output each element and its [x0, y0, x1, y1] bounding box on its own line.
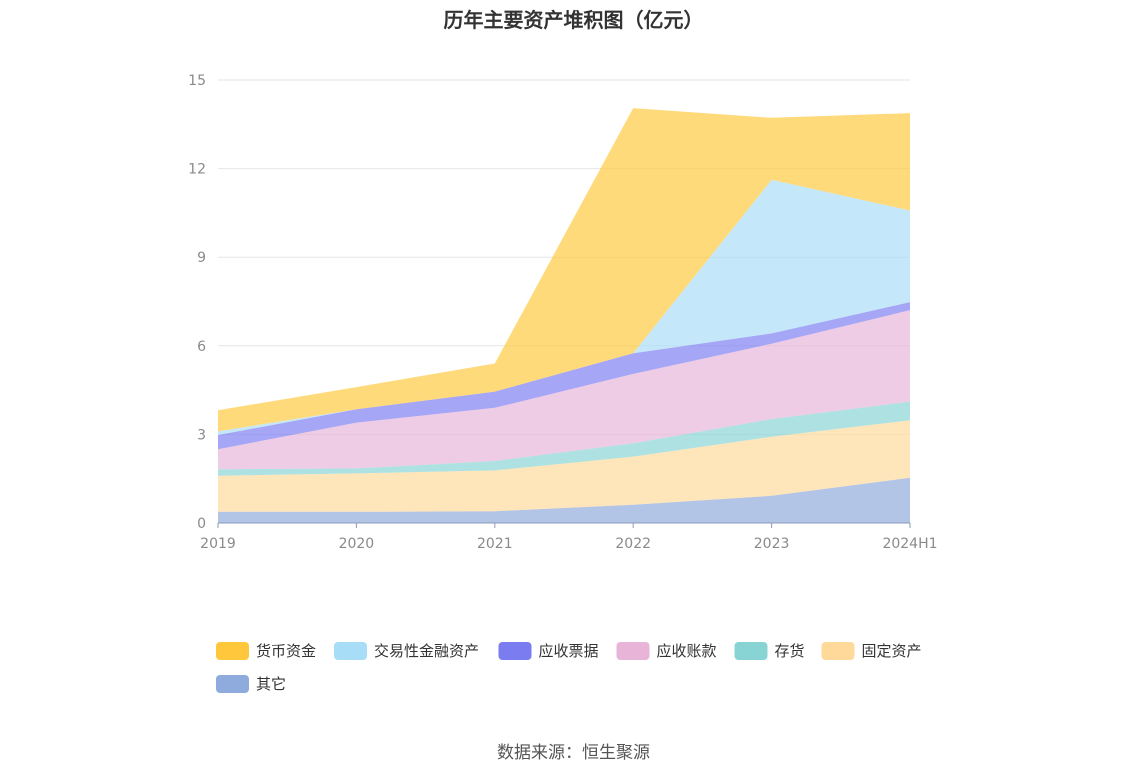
area-series[interactable] [218, 108, 910, 432]
legend-item[interactable]: 应收账款 [616, 642, 717, 660]
legend-swatch [216, 675, 249, 693]
x-tick-label: 2020 [339, 536, 375, 552]
chart-title: 历年主要资产堆积图（亿元） [443, 8, 704, 32]
x-tick-label: 2021 [477, 536, 513, 552]
x-tick-label: 2024H1 [882, 536, 937, 552]
legend-swatch [734, 642, 768, 660]
legend-label: 固定资产 [862, 642, 922, 660]
legend-label: 存货 [775, 642, 805, 660]
legend-label: 应收账款 [657, 642, 717, 660]
x-tick-label: 2023 [754, 536, 790, 552]
area-series[interactable] [218, 310, 910, 470]
y-tick-label: 3 [197, 427, 206, 443]
legend-item[interactable]: 货币资金 [216, 642, 316, 660]
area-series[interactable] [218, 302, 910, 450]
y-tick-label: 12 [188, 162, 206, 178]
legend-item[interactable]: 存货 [734, 642, 805, 660]
area-series[interactable] [218, 420, 910, 512]
area-series[interactable] [218, 179, 910, 435]
legend-label: 交易性金融资产 [374, 642, 479, 660]
source-note: 数据来源：恒生聚源 [497, 743, 650, 763]
legend-label: 货币资金 [256, 642, 316, 660]
y-tick-label: 6 [197, 339, 206, 355]
area-series[interactable] [218, 477, 910, 523]
x-tick-label: 2019 [200, 536, 236, 552]
legend-item[interactable]: 其它 [216, 675, 286, 693]
x-tick-label: 2022 [615, 536, 651, 552]
y-tick-label: 15 [188, 73, 206, 89]
y-tick-label: 0 [197, 516, 206, 532]
legend-item[interactable]: 固定资产 [821, 642, 922, 660]
legend-label: 应收票据 [539, 642, 599, 660]
legend-swatch [616, 642, 650, 660]
legend-item[interactable]: 应收票据 [498, 642, 599, 660]
legend-swatch [334, 642, 367, 660]
legend-label: 其它 [256, 675, 286, 693]
area-series-layer [218, 108, 910, 523]
area-series[interactable] [218, 401, 910, 476]
legend-swatch [216, 642, 249, 660]
legend-swatch [821, 642, 855, 660]
y-tick-label: 9 [197, 250, 206, 266]
legend-item[interactable]: 交易性金融资产 [334, 642, 479, 660]
axes: 0 3 6 9 12 15 2019 2020 2021 2022 2023 2024H1 [188, 73, 937, 552]
legend-swatch [498, 642, 532, 660]
